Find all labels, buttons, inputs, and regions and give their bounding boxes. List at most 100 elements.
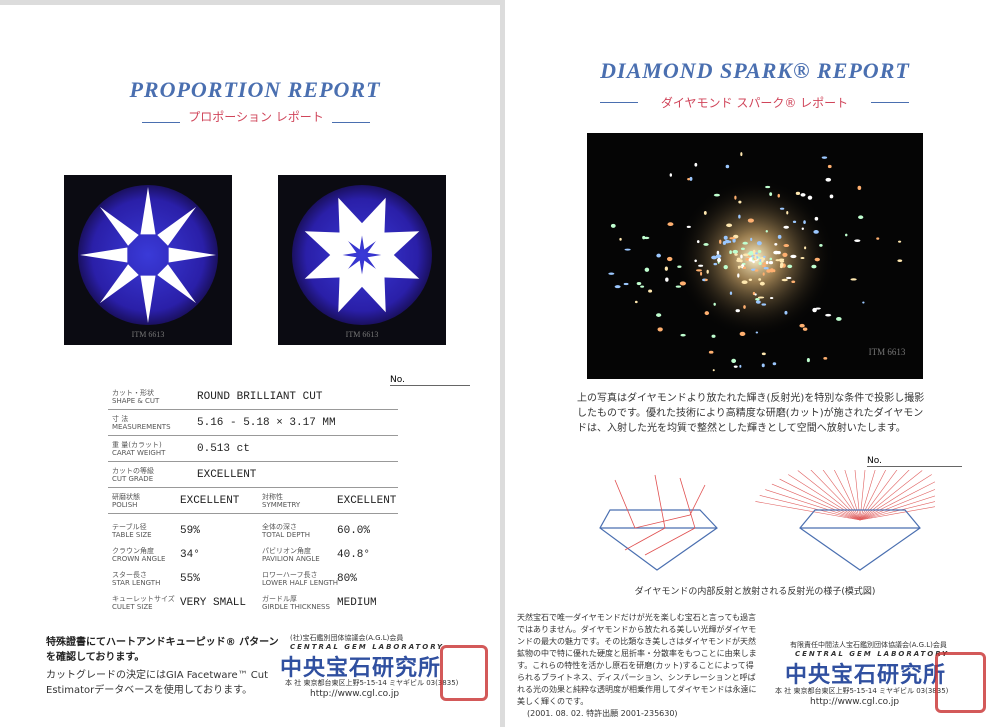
ray bbox=[771, 483, 861, 521]
subtitle: プロポーション レポート bbox=[188, 110, 324, 124]
sparkle bbox=[783, 225, 789, 229]
right-page: DIAMOND SPARK® REPORT ダイヤモンド スパーク® レポート … bbox=[505, 0, 1000, 727]
sparkle bbox=[738, 214, 741, 219]
footer-address: 本 社 東京都台東区上野5-15-14 ミヤギビル 03(3835) bbox=[775, 687, 949, 695]
row-line bbox=[108, 409, 398, 410]
label-ja: ガードル厚 bbox=[262, 595, 297, 603]
sparkle bbox=[775, 259, 781, 262]
sparkle bbox=[689, 176, 693, 181]
sparkles bbox=[608, 152, 903, 372]
row-line bbox=[108, 461, 398, 462]
sparkle bbox=[784, 310, 788, 315]
sparkle bbox=[619, 237, 622, 241]
sparkle bbox=[814, 257, 820, 262]
note: カットグレードの決定にはGIA Facetware™ Cut Estimator… bbox=[46, 670, 269, 696]
sparkle bbox=[742, 241, 748, 245]
number-field: No. bbox=[390, 375, 470, 386]
left-page: PROPORTION REPORT プロポーション レポート ITM 6613 … bbox=[0, 5, 500, 727]
label-en: TOTAL DEPTH bbox=[262, 531, 311, 539]
sparkle bbox=[821, 156, 828, 159]
sparkle bbox=[762, 272, 765, 276]
sparkle bbox=[758, 261, 762, 265]
sparkle bbox=[700, 271, 703, 276]
arrow bbox=[140, 187, 156, 235]
sparkle bbox=[850, 278, 857, 281]
diamond-outline bbox=[799, 509, 921, 571]
sparkle bbox=[739, 259, 743, 263]
label-en: SYMMETRY bbox=[262, 501, 301, 509]
sparkle bbox=[836, 316, 842, 321]
ray bbox=[859, 501, 935, 521]
footer-name: 中央宝石研究所 bbox=[785, 663, 947, 688]
sparkle bbox=[803, 220, 806, 225]
label-ja: スター長さ bbox=[112, 571, 147, 579]
sparkle bbox=[623, 282, 629, 286]
sparkle bbox=[713, 193, 720, 197]
ray bbox=[859, 495, 935, 521]
label-ja: キューレットサイズ bbox=[112, 595, 175, 603]
label-ja: 全体の深さ bbox=[262, 523, 297, 531]
sparkle bbox=[723, 235, 728, 240]
sparkle bbox=[610, 223, 616, 228]
footer-url: http://www.cgl.co.jp bbox=[310, 689, 400, 699]
sparkle bbox=[713, 262, 718, 266]
note: 特殊證書にてハートアンドキューピッド® パターンを確認しております。 bbox=[46, 637, 279, 663]
sparkle bbox=[773, 250, 780, 255]
sparkle bbox=[786, 211, 789, 215]
sparkle bbox=[743, 253, 749, 257]
sparkle bbox=[666, 256, 673, 262]
sparkle bbox=[739, 364, 742, 368]
label-ja: 対称性 bbox=[262, 493, 283, 501]
rule bbox=[142, 122, 180, 123]
arrow bbox=[80, 247, 128, 263]
sparkle bbox=[763, 267, 769, 270]
sparkle bbox=[667, 222, 674, 227]
sparkle bbox=[642, 235, 646, 240]
sparkle bbox=[614, 285, 621, 289]
image-label: ITM 6613 bbox=[869, 347, 906, 357]
sparkle bbox=[825, 177, 832, 182]
sparkle bbox=[897, 259, 903, 262]
sparkle bbox=[737, 265, 743, 268]
diamond-bottom bbox=[292, 185, 432, 325]
sparkle bbox=[756, 241, 762, 246]
sparkle bbox=[799, 323, 805, 328]
rule bbox=[600, 102, 638, 103]
value: VERY SMALL bbox=[180, 597, 247, 609]
footer-name-en: CENTRAL GEM LABORATORY bbox=[290, 643, 445, 651]
arrow bbox=[157, 206, 197, 246]
sparkle bbox=[732, 249, 739, 254]
sparkle bbox=[858, 215, 864, 219]
sparkle bbox=[791, 280, 796, 284]
value: 80% bbox=[337, 573, 357, 585]
sparkle bbox=[823, 357, 828, 360]
sparkle bbox=[698, 264, 704, 267]
sparkle bbox=[814, 216, 819, 221]
sparkle bbox=[608, 272, 615, 275]
seal bbox=[935, 652, 986, 713]
value: EXCELLENT bbox=[197, 469, 257, 481]
footer-member: (社)宝石鑑別団体協議会(A.G.L)会員 bbox=[290, 634, 404, 642]
sparkle bbox=[755, 252, 758, 255]
ray bbox=[779, 478, 861, 521]
diagrams bbox=[599, 470, 935, 571]
sparkle bbox=[845, 233, 848, 237]
sparkle bbox=[741, 280, 748, 285]
sparkle bbox=[763, 255, 766, 258]
sparkle bbox=[644, 267, 650, 272]
sparkle bbox=[708, 350, 714, 354]
sparkle bbox=[804, 246, 807, 250]
sparkle bbox=[812, 307, 817, 313]
sparkle bbox=[739, 331, 746, 337]
sparkle bbox=[726, 223, 733, 228]
sparkle bbox=[752, 260, 755, 264]
heart bbox=[304, 253, 357, 279]
sparkle bbox=[732, 238, 736, 243]
label-en: MEASUREMENTS bbox=[112, 423, 171, 431]
sparkle bbox=[786, 276, 792, 280]
label-en: PAVILION ANGLE bbox=[262, 555, 320, 563]
sparkle bbox=[777, 234, 782, 239]
value: 0.513 ct bbox=[197, 443, 250, 455]
arrow bbox=[168, 247, 216, 263]
diamond-images: ITM 6613 ITM 6613 bbox=[64, 175, 446, 345]
